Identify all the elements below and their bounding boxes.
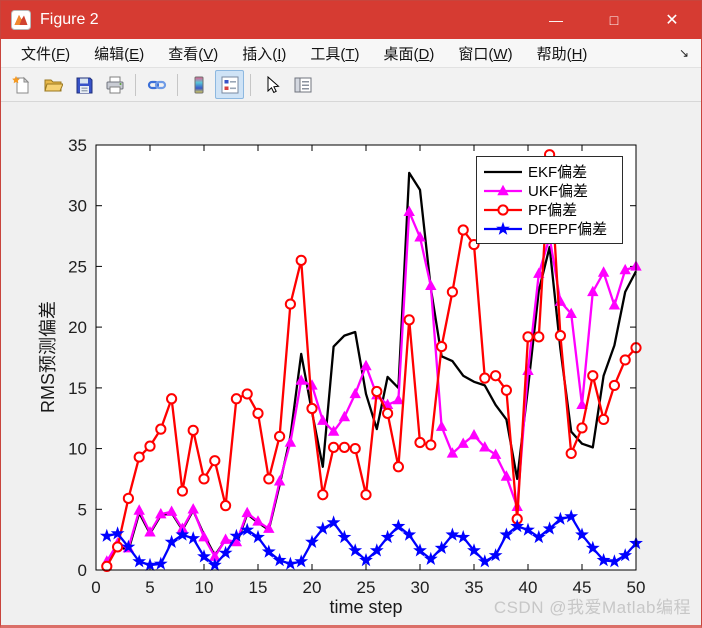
maximize-button[interactable]: □ — [585, 1, 643, 39]
legend-item: PF偏差 — [483, 200, 616, 219]
insert-colorbar-button[interactable] — [184, 70, 213, 99]
svg-text:25: 25 — [68, 257, 87, 276]
menu-bar: 文件(F) 编辑(E) 查看(V) 插入(I) 工具(T) 桌面(D) 窗口(W… — [1, 39, 701, 68]
toolbar — [1, 68, 701, 102]
toolbar-separator — [177, 73, 178, 96]
new-document-icon — [11, 75, 29, 93]
svg-text:35: 35 — [68, 136, 87, 155]
colorbar-icon — [194, 76, 203, 93]
legend-label: EKF偏差 — [528, 164, 588, 181]
matlab-logo-icon — [11, 10, 31, 30]
chain-link-icon — [147, 80, 166, 89]
maximize-icon: □ — [609, 12, 619, 28]
title-bar: Figure 2 — □ ✕ — [1, 1, 701, 39]
cursor-arrow-icon — [267, 75, 280, 93]
legend-label: PF偏差 — [528, 202, 578, 219]
printer-icon — [106, 76, 123, 93]
svg-text:10: 10 — [195, 578, 214, 597]
link-plot-button[interactable] — [142, 70, 171, 99]
svg-text:25: 25 — [357, 578, 376, 597]
print-figure-button[interactable] — [100, 70, 129, 99]
property-inspector-button[interactable] — [288, 70, 317, 99]
window-title: Figure 2 — [40, 11, 99, 28]
watermark: CSDN @我爱Matlab编程 — [493, 598, 691, 617]
dock-arrow-icon[interactable]: ↘ — [678, 46, 689, 60]
legend-item: UKF偏差 — [483, 181, 616, 200]
legend-item: DFEPF偏差 — [483, 219, 616, 238]
legend-label: UKF偏差 — [528, 183, 589, 200]
svg-text:5: 5 — [145, 578, 154, 597]
insert-legend-button[interactable] — [215, 70, 244, 99]
svg-text:20: 20 — [303, 578, 322, 597]
svg-text:0: 0 — [78, 561, 87, 580]
svg-text:10: 10 — [68, 440, 87, 459]
menu-edit[interactable]: 编辑(E) — [94, 45, 145, 63]
menu-help[interactable]: 帮助(H) — [536, 45, 588, 63]
legend-sample — [484, 170, 522, 173]
svg-text:35: 35 — [465, 578, 484, 597]
menu-tools[interactable]: 工具(T) — [310, 45, 360, 63]
menu-file[interactable]: 文件(F) — [21, 45, 71, 63]
toolbar-separator — [250, 73, 251, 96]
open-folder-icon — [43, 79, 63, 91]
menu-view[interactable]: 查看(V) — [168, 45, 219, 63]
legend-sample — [484, 203, 522, 216]
svg-text:40: 40 — [519, 578, 538, 597]
svg-text:15: 15 — [249, 578, 268, 597]
svg-text:30: 30 — [68, 197, 87, 216]
property-panel-icon — [294, 77, 311, 92]
toolbar-separator — [135, 73, 136, 96]
y-axis-label: RMS预测偏差 — [38, 301, 58, 413]
legend-icon — [221, 76, 238, 93]
menu-insert[interactable]: 插入(I) — [242, 45, 287, 63]
figure-canvas: 0 5 10 15 20 25 30 35 40 45 50 0 5 10 15 20 25 30 35 RMS预测… — [1, 102, 701, 625]
close-icon: ✕ — [665, 12, 679, 29]
svg-text:30: 30 — [411, 578, 430, 597]
new-figure-button[interactable] — [7, 70, 36, 99]
svg-text:50: 50 — [627, 578, 646, 597]
legend[interactable]: EKF偏差 UKF偏差 PF偏差 DFEPF偏差 — [476, 156, 623, 244]
menu-desktop[interactable]: 桌面(D) — [383, 45, 435, 63]
menu-window[interactable]: 窗口(W) — [458, 45, 513, 63]
svg-text:15: 15 — [68, 379, 87, 398]
minimize-icon: — — [549, 12, 563, 28]
svg-text:20: 20 — [68, 318, 87, 337]
save-figure-button[interactable] — [69, 70, 98, 99]
legend-item: EKF偏差 — [483, 162, 616, 181]
close-button[interactable]: ✕ — [643, 1, 701, 39]
legend-label: DFEPF偏差 — [528, 221, 608, 238]
svg-text:0: 0 — [91, 578, 100, 597]
minimize-button[interactable]: — — [527, 1, 585, 39]
floppy-disk-icon — [76, 77, 92, 93]
svg-text:45: 45 — [573, 578, 592, 597]
svg-text:5: 5 — [78, 500, 87, 519]
x-axis-label: time step — [329, 597, 403, 617]
legend-sample — [484, 221, 522, 235]
edit-plot-button[interactable] — [257, 70, 286, 99]
legend-sample — [484, 184, 522, 195]
open-file-button[interactable] — [38, 70, 67, 99]
